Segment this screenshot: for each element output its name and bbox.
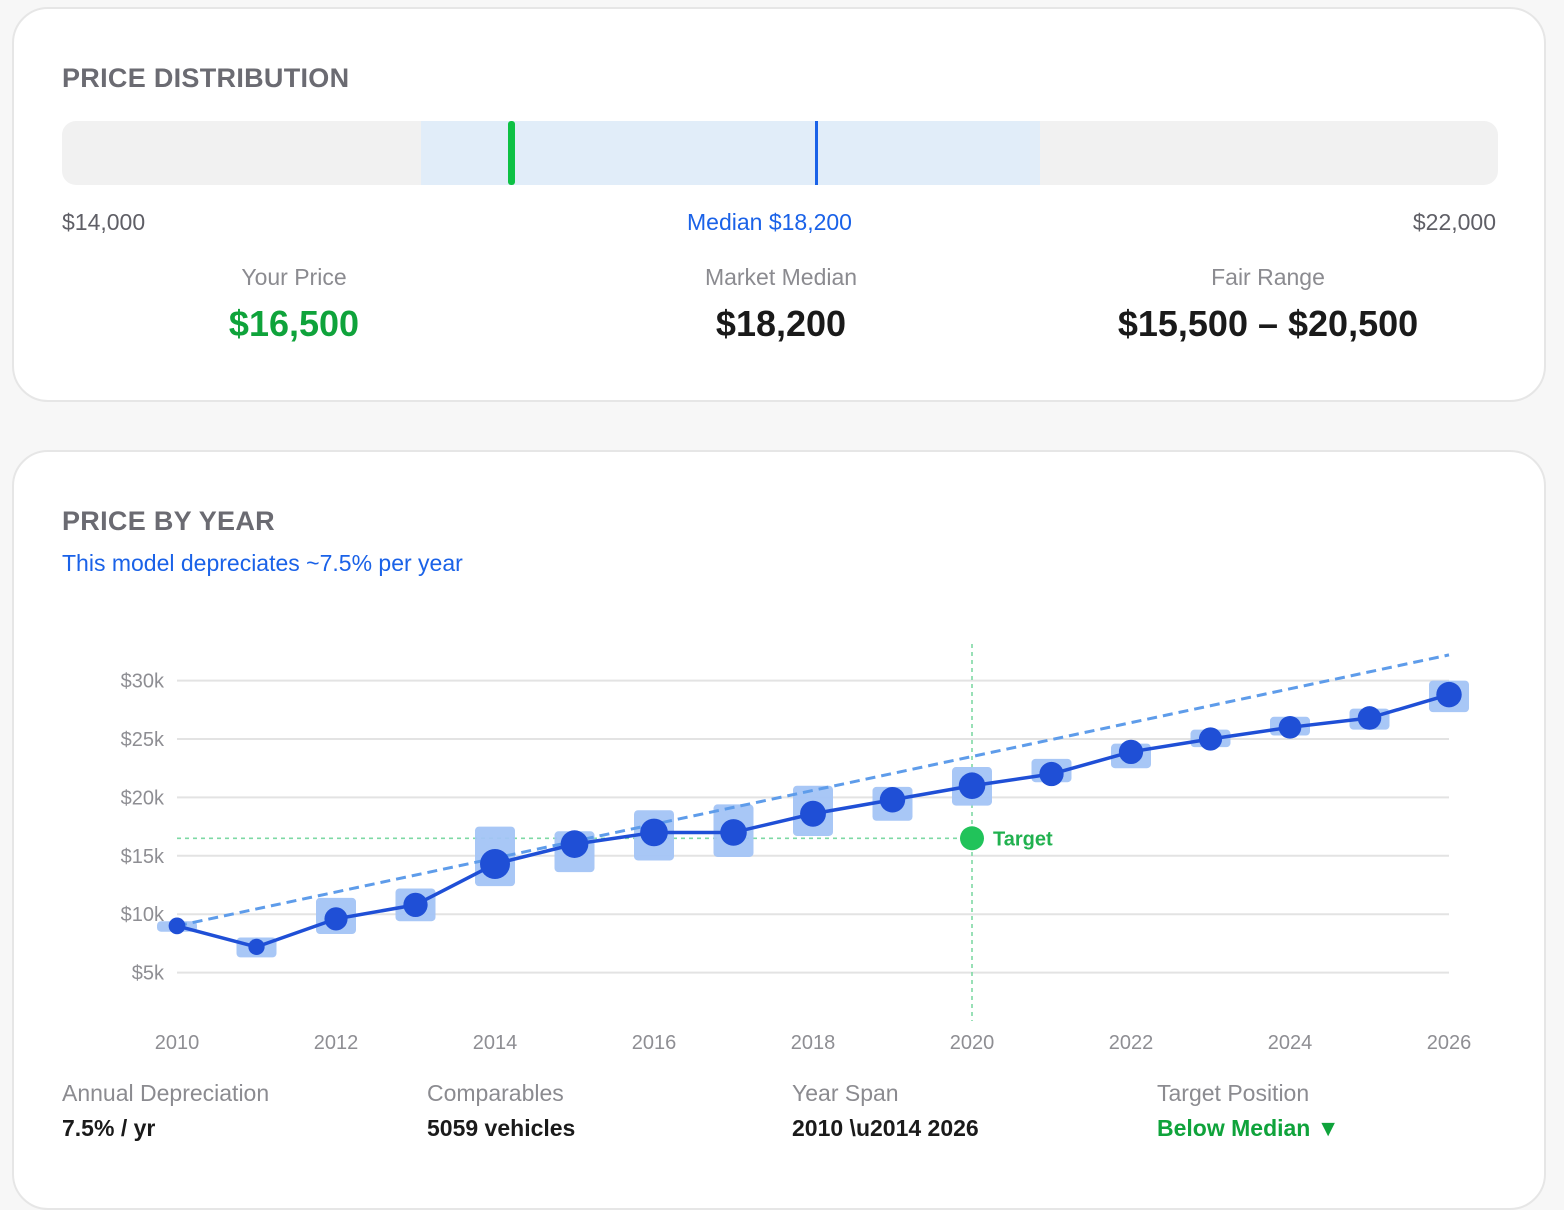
your-price-value: $16,500 xyxy=(228,303,360,344)
median-price-point xyxy=(168,917,186,935)
fair-range-label: Fair Range xyxy=(1211,264,1325,290)
median-price-point xyxy=(1198,727,1223,751)
x-tick-label: 2026 xyxy=(1427,1032,1472,1054)
your-price-label: Your Price xyxy=(241,264,347,290)
your-price-marker xyxy=(507,121,515,185)
year-span-stat: Year Span 2010 \u2014 2026 xyxy=(792,1080,979,1142)
comparables-value: 5059 vehicles xyxy=(427,1115,576,1141)
median-price-point xyxy=(324,907,348,931)
annual-depreciation-label: Annual Depreciation xyxy=(62,1080,270,1106)
x-tick-label: 2010 xyxy=(155,1032,200,1054)
median-price-point xyxy=(1436,681,1462,708)
median-price-point xyxy=(480,848,510,879)
x-tick-label: 2014 xyxy=(473,1032,518,1054)
fair-range-band xyxy=(421,121,1041,185)
distribution-title: PRICE DISTRIBUTION xyxy=(62,63,350,93)
target-position-label: Target Position xyxy=(1157,1080,1310,1106)
median-price-point xyxy=(560,830,589,858)
price-by-year-card: PRICE BY YEAR This model depreciates ~7.… xyxy=(12,450,1546,1210)
target-position-value: Below Median ▼ xyxy=(1157,1115,1340,1141)
market-median-label: Market Median xyxy=(704,264,858,290)
comparables-label: Comparables xyxy=(427,1080,564,1106)
year-span-value: 2010 \u2014 2026 xyxy=(792,1115,979,1141)
median-price-point xyxy=(403,892,428,917)
annual-depreciation-stat: Annual Depreciation 7.5% / yr xyxy=(62,1080,269,1142)
trend-line xyxy=(176,653,1450,928)
price-distribution-card: PRICE DISTRIBUTION $14,000 Median $18,20… xyxy=(12,7,1546,402)
x-tick-label: 2018 xyxy=(791,1032,836,1054)
target-point xyxy=(960,826,984,851)
scale-max-label: $22,000 xyxy=(1412,209,1496,235)
comparables-stat: Comparables 5059 vehicles xyxy=(427,1080,575,1142)
median-price-point xyxy=(1278,715,1302,739)
depreciation-subtitle: This model depreciates ~7.5% per year xyxy=(62,550,463,576)
price-by-year-title: PRICE BY YEAR xyxy=(62,506,275,536)
median-label: Median $18,200 xyxy=(687,209,852,235)
fair-range-value: $15,500 – $20,500 xyxy=(1117,303,1419,344)
y-tick-label: $10k xyxy=(121,904,165,926)
x-tick-label: 2012 xyxy=(314,1032,359,1054)
market-median-stat: Market Median $18,200 xyxy=(571,264,991,345)
median-price-point xyxy=(640,818,668,847)
x-tick-label: 2022 xyxy=(1109,1032,1154,1054)
x-tick-label: 2020 xyxy=(950,1032,995,1054)
x-tick-label: 2016 xyxy=(632,1032,677,1054)
median-price-point xyxy=(879,787,906,813)
x-tick-label: 2024 xyxy=(1268,1032,1313,1054)
y-tick-label: $25k xyxy=(121,729,165,751)
target-label: Target xyxy=(993,828,1053,850)
median-price-point xyxy=(248,938,265,956)
median-price-point xyxy=(958,772,986,800)
distribution-bar xyxy=(62,121,1498,185)
your-price-stat: Your Price $16,500 xyxy=(84,264,504,345)
price-by-year-chart: $5k $10k $15k $20k $25k $30k 2010 2012 2014 2016 2… xyxy=(121,644,1472,1054)
scale-min-label: $14,000 xyxy=(62,209,146,235)
median-price-point xyxy=(720,819,747,846)
median-price-point xyxy=(1357,706,1382,730)
fair-range-stat: Fair Range $15,500 – $20,500 xyxy=(1058,264,1478,345)
y-tick-label: $20k xyxy=(121,787,165,809)
market-median-value: $18,200 xyxy=(715,303,847,344)
median-price-point xyxy=(1039,761,1064,787)
median-marker xyxy=(814,121,818,185)
target-position-stat: Target Position Below Median ▼ xyxy=(1157,1080,1340,1142)
year-span-label: Year Span xyxy=(792,1080,899,1106)
y-tick-label: $5k xyxy=(132,963,165,985)
y-tick-label: $30k xyxy=(121,671,165,693)
annual-depreciation-value: 7.5% / yr xyxy=(62,1115,156,1141)
y-tick-label: $15k xyxy=(121,846,165,868)
median-price-point xyxy=(800,800,826,827)
median-price-point xyxy=(1118,739,1144,764)
